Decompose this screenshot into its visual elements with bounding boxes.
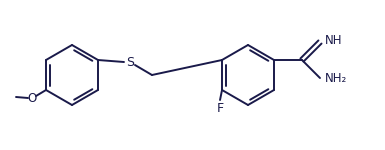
Text: S: S bbox=[126, 56, 134, 69]
Text: NH₂: NH₂ bbox=[325, 72, 347, 86]
Text: F: F bbox=[216, 102, 224, 114]
Text: NH: NH bbox=[325, 34, 343, 48]
Text: O: O bbox=[27, 92, 37, 105]
